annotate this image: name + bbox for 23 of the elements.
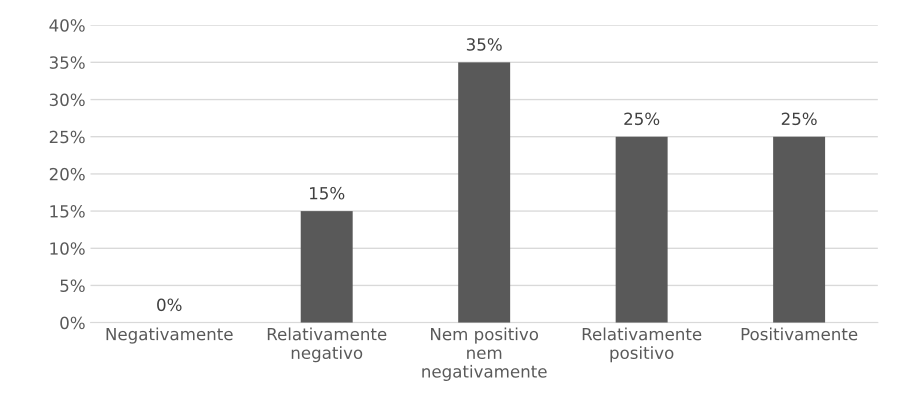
y-tick-label: 30% (50, 93, 85, 106)
x-tick-label: Relativamente negativo (268, 327, 386, 362)
data-label: 25% (624, 112, 660, 126)
y-tick-label: 10% (50, 242, 85, 255)
y-tick-label: 40% (49, 19, 85, 32)
x-tick-label: Nem positivo nem negativamente (422, 327, 547, 381)
y-tick-label: 20% (50, 168, 85, 180)
bar (300, 211, 353, 323)
y-tick-label: 15% (50, 205, 85, 218)
bar (773, 136, 826, 323)
data-label: 35% (466, 38, 502, 51)
data-label: 15% (310, 186, 344, 200)
data-label: 25% (782, 112, 817, 126)
x-tick-label: Relativamente positivo (582, 327, 702, 362)
bar (458, 62, 510, 323)
y-tick-label: 5% (60, 279, 85, 292)
x-tick-label: Positivamente (742, 327, 858, 340)
y-tick-label: 35% (50, 56, 85, 69)
y-tick-label: 0% (60, 316, 85, 330)
y-tick-label: 25% (50, 130, 85, 144)
x-tick-label: Negativamente (106, 327, 233, 344)
bar (616, 136, 668, 323)
data-label: 0% (157, 298, 182, 312)
